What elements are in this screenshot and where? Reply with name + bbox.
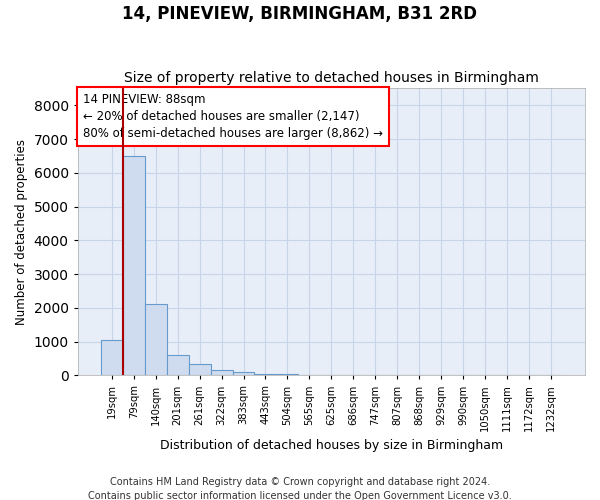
- Y-axis label: Number of detached properties: Number of detached properties: [15, 139, 28, 325]
- Bar: [233, 372, 254, 376]
- Bar: [145, 304, 167, 376]
- X-axis label: Distribution of detached houses by size in Birmingham: Distribution of detached houses by size …: [160, 440, 503, 452]
- Bar: [101, 340, 123, 376]
- Title: Size of property relative to detached houses in Birmingham: Size of property relative to detached ho…: [124, 70, 539, 85]
- Text: 14, PINEVIEW, BIRMINGHAM, B31 2RD: 14, PINEVIEW, BIRMINGHAM, B31 2RD: [122, 5, 478, 23]
- Bar: [277, 374, 298, 376]
- Bar: [167, 355, 188, 376]
- Bar: [211, 370, 233, 376]
- Text: Contains HM Land Registry data © Crown copyright and database right 2024.
Contai: Contains HM Land Registry data © Crown c…: [88, 477, 512, 500]
- Bar: [188, 364, 211, 376]
- Bar: [254, 374, 277, 376]
- Text: 14 PINEVIEW: 88sqm
← 20% of detached houses are smaller (2,147)
80% of semi-deta: 14 PINEVIEW: 88sqm ← 20% of detached hou…: [83, 92, 383, 140]
- Bar: [123, 156, 145, 376]
